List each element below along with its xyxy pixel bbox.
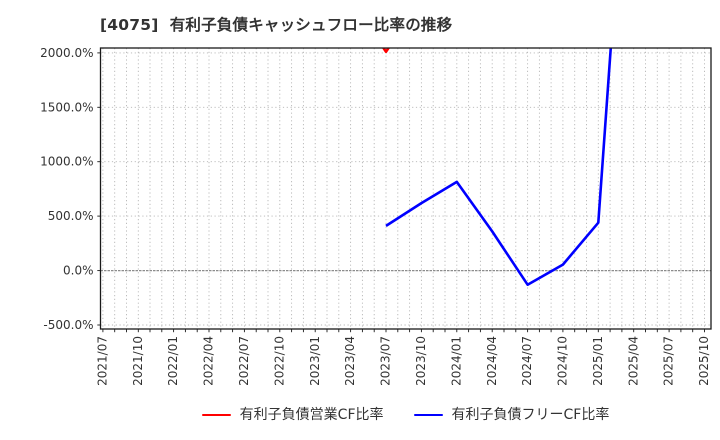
x-tick-label: 2025/04 <box>626 336 640 386</box>
series-line-1 <box>385 48 613 287</box>
x-tick-label: 2023/10 <box>414 336 428 386</box>
plot-area: -500.0% 0.0% 500.0% 1000.0% 1500.0% 2000.0% 20… <box>40 46 712 386</box>
x-tick-label: 2023/04 <box>343 336 357 386</box>
legend: 有利子負債営業CF比率 有利子負債フリーCF比率 <box>100 406 711 424</box>
x-tick-label: 2024/01 <box>449 336 463 386</box>
y-tick-label: 1000.0% <box>40 155 93 169</box>
blue-line-swatch-icon <box>413 413 443 417</box>
y-tick-label: -500.0% <box>43 318 93 332</box>
x-tick-label: 2022/01 <box>166 336 180 386</box>
legend-label-operating-cf-ratio: 有利子負債営業CF比率 <box>239 407 384 423</box>
x-tick-label: 2024/07 <box>520 336 534 386</box>
x-tick-label: 2021/07 <box>96 336 110 386</box>
chart-title: [4075] 有利子負債キャッシュフロー比率の推移 <box>100 16 453 34</box>
x-tick-label: 2025/10 <box>697 336 711 386</box>
x-tick-label: 2025/01 <box>591 336 605 386</box>
legend-item-operating-cf-ratio: 有利子負債営業CF比率 <box>201 407 384 423</box>
x-tick-label: 2021/10 <box>131 336 145 386</box>
y-tick-label: 1500.0% <box>40 100 93 114</box>
red-line-swatch-icon <box>201 413 231 417</box>
x-tick-label: 2024/10 <box>556 336 570 386</box>
x-tick-label: 2022/04 <box>202 336 216 386</box>
y-tick-label: 500.0% <box>48 209 94 223</box>
legend-item-free-cf-ratio: 有利子負債フリーCF比率 <box>413 407 610 423</box>
x-tick-label: 2025/07 <box>662 336 676 386</box>
y-tick-label: 2000.0% <box>40 46 93 60</box>
legend-label-free-cf-ratio: 有利子負債フリーCF比率 <box>451 407 610 423</box>
y-tick-label: 0.0% <box>63 264 94 278</box>
x-tick-label: 2022/07 <box>237 336 251 386</box>
x-tick-label: 2022/10 <box>272 336 286 386</box>
plot-border <box>99 47 712 330</box>
x-tick-label: 2024/04 <box>485 336 499 386</box>
series-line-0 <box>381 48 391 54</box>
x-tick-label: 2023/01 <box>308 336 322 386</box>
x-tick-label: 2023/07 <box>379 336 393 386</box>
